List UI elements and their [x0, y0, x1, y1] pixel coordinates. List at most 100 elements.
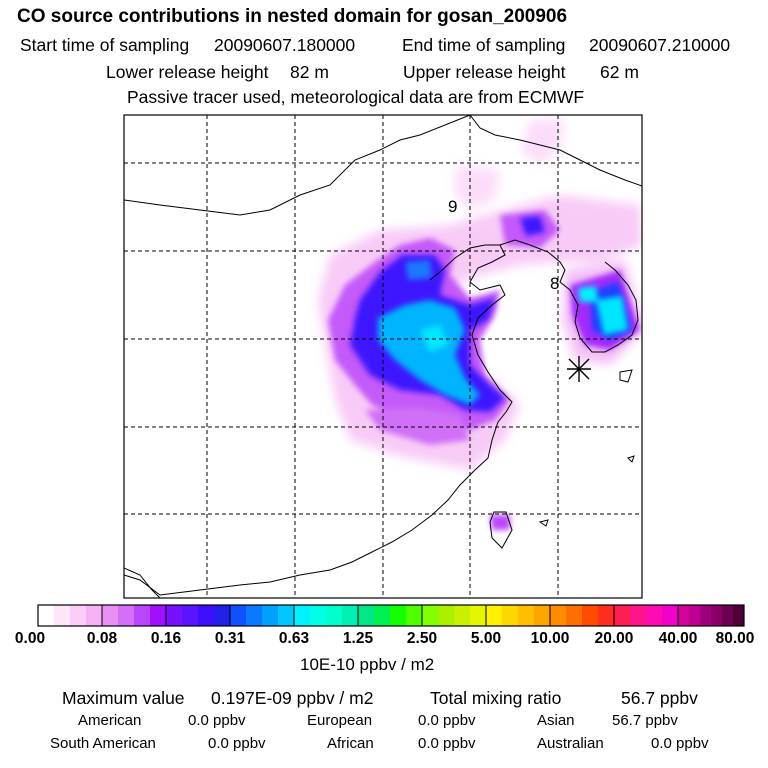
colorbar-swatch: [230, 605, 247, 626]
colorbar-label: 0.31: [214, 630, 246, 647]
end-time-label: End time of sampling: [402, 35, 566, 55]
island-outline: [627, 455, 635, 463]
colorbar-swatch: [390, 605, 407, 626]
total-mixing-ratio-value: 56.7 ppbv: [621, 688, 698, 708]
colorbar-swatch: [700, 605, 712, 626]
region-value-american: 0.0 ppbv: [188, 712, 246, 729]
colorbar-swatch: [294, 605, 311, 626]
colorbar-swatch: [118, 605, 135, 626]
region-value-european: 0.0 ppbv: [418, 712, 476, 729]
coastline-sw: [124, 567, 161, 598]
colorbar-label: 20.00: [594, 630, 634, 647]
region-name-american: American: [78, 712, 142, 729]
region-name-australian: Australian: [537, 735, 604, 752]
colorbar: [37, 604, 745, 627]
colorbar-swatch: [722, 605, 734, 626]
colorbar-swatch: [166, 605, 183, 626]
colorbar-swatch: [598, 605, 615, 626]
colorbar-swatch: [310, 605, 327, 626]
coastlines: [124, 115, 642, 598]
colorbar-swatch: [438, 605, 455, 626]
colorbar-swatch: [614, 605, 631, 626]
colorbar-swatch: [342, 605, 359, 626]
colorbar-swatch: [470, 605, 487, 626]
colorbar-swatch: [678, 605, 690, 626]
colorbar-label: 0.00: [14, 630, 46, 647]
colorbar-swatch: [214, 605, 231, 626]
figure-title: CO source contributions in nested domain…: [17, 6, 568, 27]
colorbar-swatch: [646, 605, 663, 626]
island-outline: [538, 519, 549, 527]
region-value-african: 0.0 ppbv: [418, 735, 476, 752]
colorbar-swatch: [422, 605, 439, 626]
colorbar-label: 5.00: [470, 630, 502, 647]
colorbar-swatch: [662, 605, 679, 626]
lower-release-height-value: 82 m: [290, 62, 329, 82]
receptor-star-icon: [567, 356, 591, 382]
colorbar-swatch: [711, 605, 723, 626]
border-line: [124, 115, 471, 216]
colorbar-swatch: [150, 605, 167, 626]
colorbar-swatch: [278, 605, 295, 626]
colorbar-label: 40.00: [658, 630, 698, 647]
start-time-label: Start time of sampling: [20, 35, 190, 55]
max-value-label: Maximum value: [62, 688, 185, 708]
lower-release-height-label: Lower release height: [106, 62, 269, 82]
map-grid: [124, 115, 642, 598]
colorbar-swatch: [198, 605, 215, 626]
colorbar-label: 0.08: [86, 630, 118, 647]
region-name-south-american: South American: [50, 735, 156, 752]
colorbar-swatch: [54, 605, 71, 626]
region-value-asian: 56.7 ppbv: [612, 712, 678, 729]
colorbar-swatch: [689, 605, 701, 626]
tracer-note: Passive tracer used, meteorological data…: [127, 87, 585, 107]
region-name-african: African: [327, 735, 374, 752]
region-name-european: European: [307, 712, 373, 729]
colorbar-swatch: [582, 605, 599, 626]
colorbar-swatch: [358, 605, 375, 626]
colorbar-label: 2.50: [406, 630, 438, 647]
colorbar-swatch: [326, 605, 343, 626]
end-time-value: 20090607.210000: [589, 35, 731, 55]
region-value-south-american: 0.0 ppbv: [208, 735, 266, 752]
colorbar-swatch: [733, 605, 745, 626]
korea-coastline: [499, 239, 639, 353]
map-frame: [123, 114, 643, 599]
colorbar-swatch: [38, 605, 55, 626]
colorbar-label: 10.00: [530, 630, 570, 647]
colorbar-swatch: [566, 605, 583, 626]
start-time-value: 20090607.180000: [214, 35, 356, 55]
total-mixing-ratio-label: Total mixing ratio: [430, 688, 562, 708]
concentration-field: [318, 118, 642, 530]
colorbar-swatch: [486, 605, 503, 626]
china-coastline: [124, 244, 513, 596]
colorbar-swatch: [630, 605, 647, 626]
colorbar-swatch: [182, 605, 199, 626]
colorbar-unit: 10E-10 ppbv / m2: [300, 655, 435, 674]
colorbar-label: 0.63: [278, 630, 310, 647]
max-value: 0.197E-09 ppbv / m2: [211, 688, 374, 708]
colorbar-swatch: [262, 605, 279, 626]
colorbar-swatch: [134, 605, 151, 626]
region-value-australian: 0.0 ppbv: [651, 735, 709, 752]
day-marker-9: 9: [448, 197, 457, 216]
colorbar-swatch: [70, 605, 87, 626]
colorbar-swatch: [518, 605, 535, 626]
colorbar-swatch: [374, 605, 391, 626]
colorbar-swatch: [406, 605, 423, 626]
island-outline: [619, 369, 633, 383]
day-marker-8: 8: [550, 274, 559, 293]
border-line-ne: [469, 115, 642, 187]
colorbar-swatch: [454, 605, 471, 626]
region-name-asian: Asian: [537, 712, 575, 729]
upper-release-height-value: 62 m: [600, 62, 639, 82]
colorbar-swatch: [550, 605, 567, 626]
colorbar-label: 1.25: [342, 630, 374, 647]
colorbar-swatch: [246, 605, 263, 626]
colorbar-swatch: [102, 605, 119, 626]
upper-release-height-label: Upper release height: [403, 62, 566, 82]
colorbar-swatch: [534, 605, 551, 626]
colorbar-swatch: [502, 605, 519, 626]
colorbar-label: 0.16: [150, 630, 182, 647]
